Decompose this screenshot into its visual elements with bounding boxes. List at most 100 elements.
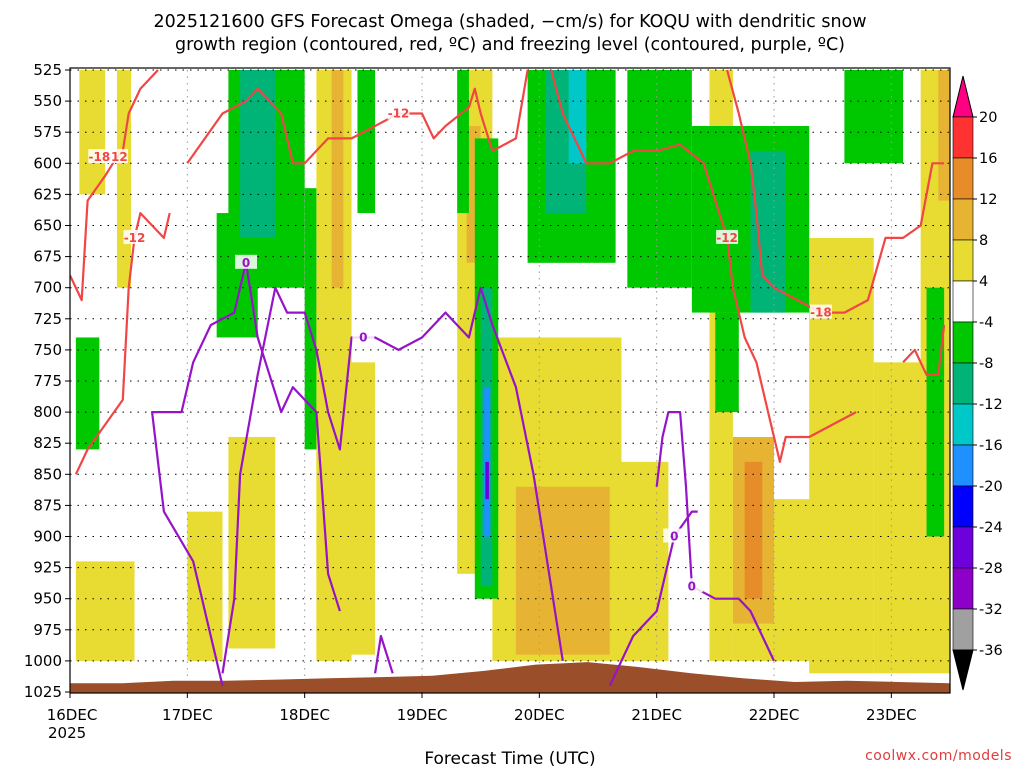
omega-cell-16 bbox=[744, 461, 763, 599]
y-tick-label-1025: 1025 bbox=[24, 683, 62, 701]
dgz-label-bg-3 bbox=[387, 105, 410, 120]
colorbar-label-11: -28 bbox=[979, 561, 1003, 577]
colorbar-label-9: -20 bbox=[979, 479, 1003, 495]
dgz-contour-label-2: -12 bbox=[124, 231, 146, 245]
x-tick-label-18DEC: 18DEC bbox=[279, 706, 330, 724]
colorbar-bin-8 bbox=[952, 444, 974, 487]
omega-shading-layer bbox=[75, 70, 950, 674]
x-year-label: 2025 bbox=[48, 724, 86, 742]
dgz-label-bg-1 bbox=[88, 149, 111, 164]
x-tick-label-19DEC: 19DEC bbox=[397, 706, 448, 724]
y-tick-label-725: 725 bbox=[33, 310, 62, 328]
dgz-label-bg-2 bbox=[123, 229, 146, 244]
x-tick-label-17DEC: 17DEC bbox=[162, 706, 213, 724]
freezing-contour-2 bbox=[374, 634, 394, 674]
y-tick-label-825: 825 bbox=[33, 434, 62, 452]
colorbar-label-2: 12 bbox=[979, 192, 997, 208]
dgz-label-bg-4 bbox=[716, 229, 739, 244]
dgz-label-bg-5 bbox=[809, 304, 832, 319]
dgz-contour-label-5: -18 bbox=[810, 306, 832, 320]
colorbar-bin-9 bbox=[952, 485, 974, 528]
y-tick-label-800: 800 bbox=[33, 403, 62, 421]
omega-cell-3 bbox=[187, 511, 223, 661]
y-tick-label-525: 525 bbox=[33, 61, 62, 79]
freezing-level-layer: 0 0 0 0 bbox=[151, 254, 775, 687]
colorbar-bin-1 bbox=[952, 157, 974, 200]
colorbar-label-1: 16 bbox=[979, 151, 997, 167]
terrain-layer bbox=[70, 662, 950, 693]
y-tick-label-550: 550 bbox=[33, 92, 62, 110]
x-tick-label-23DEC: 23DEC bbox=[866, 706, 917, 724]
colorbar-label-5: -4 bbox=[979, 315, 993, 331]
chart-title-line1: 2025121600 GFS Forecast Omega (shaded, −… bbox=[153, 12, 866, 32]
freezing-contour-4 bbox=[608, 510, 698, 687]
omega-cell-34 bbox=[568, 70, 587, 164]
omega-cell-26 bbox=[357, 70, 376, 214]
omega-cell-39 bbox=[844, 70, 904, 164]
y-tick-label-575: 575 bbox=[33, 123, 62, 141]
freezing-contour-label-3: 0 bbox=[688, 579, 696, 593]
omega-cell-40 bbox=[926, 287, 945, 537]
colorbar-bin-11 bbox=[952, 567, 974, 610]
colorbar-bin-0 bbox=[952, 116, 974, 159]
omega-cell-11 bbox=[515, 486, 610, 655]
colorbar-bin-7 bbox=[952, 403, 974, 446]
colorbar-label-7: -12 bbox=[979, 397, 1003, 413]
y-tick-label-975: 975 bbox=[33, 621, 62, 639]
colorbar-label-10: -24 bbox=[979, 520, 1003, 536]
y-tick-label-600: 600 bbox=[33, 154, 62, 172]
omega-cell-1 bbox=[116, 70, 132, 288]
colorbar-bin-5 bbox=[952, 321, 974, 364]
dgz-contour-label-1: -18 bbox=[88, 150, 110, 164]
x-tick-label-21DEC: 21DEC bbox=[631, 706, 682, 724]
colorbar-bin-6 bbox=[952, 362, 974, 405]
dgz-contour-3 bbox=[186, 69, 529, 165]
y-tick-label-750: 750 bbox=[33, 341, 62, 359]
y-tick-label-625: 625 bbox=[33, 185, 62, 203]
omega-cell-21 bbox=[75, 337, 100, 450]
y-tick-label-875: 875 bbox=[33, 496, 62, 514]
freezing-label-bg-4 bbox=[663, 528, 686, 543]
dgz-contour-6 bbox=[902, 324, 946, 376]
freezing-contour-3 bbox=[655, 411, 775, 662]
dgz-contour-4 bbox=[550, 69, 857, 463]
omega-cell-31 bbox=[485, 461, 489, 500]
colorbar-bottom-arrow bbox=[952, 649, 974, 691]
freezing-contour-label-0: 0 bbox=[359, 330, 367, 344]
colorbar-bin-10 bbox=[952, 526, 974, 569]
y-tick-label-950: 950 bbox=[33, 590, 62, 608]
colorbar-label-3: 8 bbox=[979, 233, 988, 249]
chart-title-line2: growth region (contoured, red, ºC) and f… bbox=[175, 35, 845, 55]
colorbar-label-12: -32 bbox=[979, 602, 1003, 618]
omega-cell-20 bbox=[938, 70, 950, 201]
dgz-label-bg-0 bbox=[105, 149, 128, 164]
colorbar: 20 16 12 8 4 -4 -8 -12 -16 -20 -24 -28 -32 -36 bbox=[952, 75, 1003, 691]
freezing-label-bg-1 bbox=[235, 254, 257, 269]
credit-text: coolwx.com/models bbox=[865, 748, 1012, 764]
x-tick-label-16DEC: 16DEC bbox=[47, 706, 98, 724]
colorbar-top-arrow bbox=[952, 75, 974, 118]
x-axis-title: Forecast Time (UTC) bbox=[424, 749, 595, 768]
omega-cell-24 bbox=[240, 70, 276, 238]
colorbar-label-4: 4 bbox=[979, 274, 988, 290]
colorbar-label-6: -8 bbox=[979, 356, 993, 372]
freezing-contour-label-4: 0 bbox=[670, 530, 678, 544]
y-tick-label-925: 925 bbox=[33, 559, 62, 577]
y-tick-label-1000: 1000 bbox=[24, 652, 62, 670]
omega-cell-35 bbox=[627, 70, 692, 288]
terrain-surface bbox=[70, 662, 950, 693]
colorbar-label-8: -16 bbox=[979, 438, 1003, 454]
omega-cell-2 bbox=[75, 561, 135, 661]
colorbar-bin-2 bbox=[952, 198, 974, 241]
freezing-label-bg-0 bbox=[352, 329, 375, 344]
dgz-contour-label-4: -12 bbox=[716, 231, 738, 245]
y-tick-label-900: 900 bbox=[33, 528, 62, 546]
x-axis: 16DEC 17DEC 18DEC 19DEC 20DEC 21DEC 22DEC 23DEC bbox=[47, 692, 917, 724]
freezing-label-bg-3 bbox=[680, 578, 703, 593]
y-tick-label-850: 850 bbox=[33, 465, 62, 483]
colorbar-bin-3 bbox=[952, 239, 974, 282]
omega-cell-38 bbox=[750, 150, 786, 313]
y-tick-label-650: 650 bbox=[33, 217, 62, 235]
dgz-contour-layer: -12-18-12-12-12-18 bbox=[70, 69, 946, 475]
